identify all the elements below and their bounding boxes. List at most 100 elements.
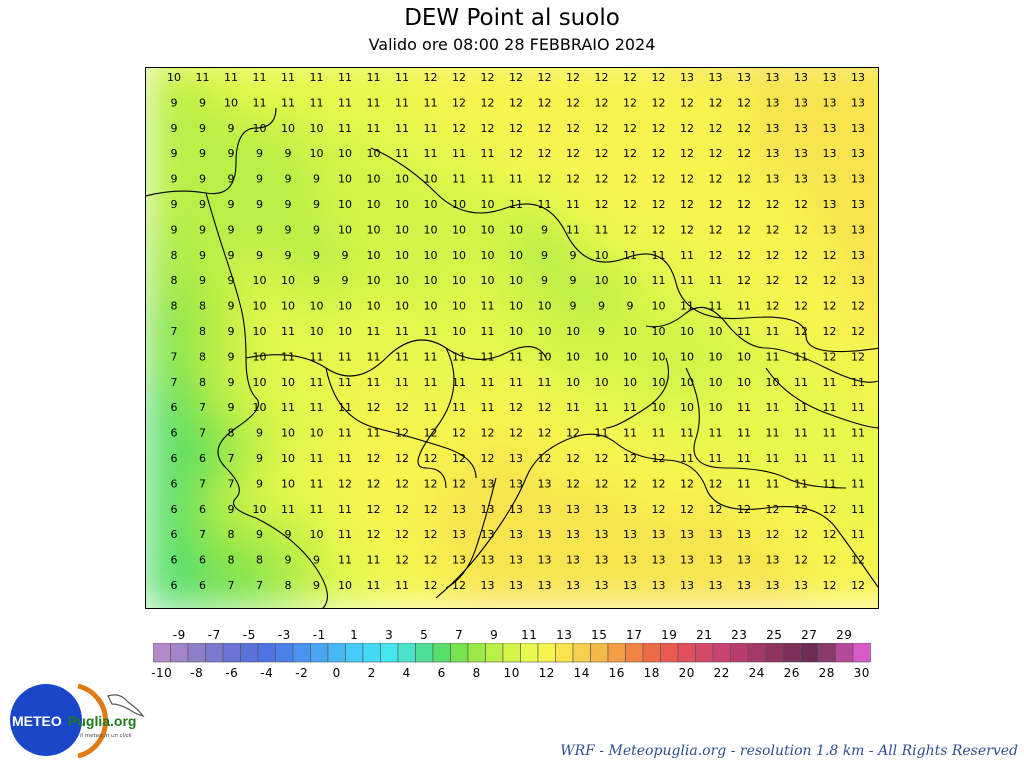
- grid-value: 11: [338, 401, 352, 414]
- grid-value: 10: [709, 401, 723, 414]
- grid-value: 12: [452, 122, 466, 135]
- grid-value: 12: [823, 503, 837, 516]
- grid-value: 12: [737, 96, 751, 109]
- grid-value: 10: [424, 198, 438, 211]
- grid-value: 10: [224, 96, 238, 109]
- grid-value: 10: [452, 300, 466, 313]
- grid-value: 9: [256, 452, 263, 465]
- colorbar-top-label: 13: [556, 628, 573, 642]
- grid-value: 12: [452, 477, 466, 490]
- grid-value: 11: [595, 401, 609, 414]
- grid-value: 9: [228, 198, 235, 211]
- colorbar-swatch: [240, 643, 259, 663]
- grid-value: 12: [652, 122, 666, 135]
- colorbar-swatch: [397, 643, 416, 663]
- colorbar-swatch: [712, 643, 731, 663]
- grid-value: 11: [509, 376, 523, 389]
- grid-value: 13: [823, 198, 837, 211]
- grid-value: 10: [452, 198, 466, 211]
- grid-value: 12: [538, 427, 552, 440]
- grid-value: 11: [766, 452, 780, 465]
- grid-value: 10: [595, 249, 609, 262]
- grid-value: 12: [652, 452, 666, 465]
- grid-value: 12: [823, 300, 837, 313]
- colorbar-bottom-label: 26: [783, 666, 800, 680]
- grid-value: 11: [652, 427, 666, 440]
- colorbar-top-label: 25: [766, 628, 783, 642]
- grid-value: 9: [228, 350, 235, 363]
- grid-value: 10: [509, 249, 523, 262]
- grid-value: 10: [338, 147, 352, 160]
- grid-value: 11: [367, 350, 381, 363]
- grid-value: 11: [794, 452, 808, 465]
- grid-value: 11: [367, 579, 381, 592]
- colorbar-swatch: [467, 643, 486, 663]
- grid-value: 12: [823, 528, 837, 541]
- grid-value: 11: [623, 401, 637, 414]
- grid-value: 11: [595, 223, 609, 236]
- colorbar-top-label: 15: [591, 628, 608, 642]
- grid-value: 12: [424, 554, 438, 567]
- colorbar-swatch: [572, 643, 591, 663]
- grid-value: 9: [228, 249, 235, 262]
- grid-value: 12: [709, 249, 723, 262]
- grid-value: 13: [481, 579, 495, 592]
- grid-value: 11: [310, 401, 324, 414]
- grid-value: 12: [737, 249, 751, 262]
- grid-value: 11: [424, 96, 438, 109]
- colorbar-swatch: [362, 643, 381, 663]
- colorbar-bottom-label: -8: [190, 666, 204, 680]
- grid-value: 11: [566, 223, 580, 236]
- grid-value: 12: [709, 147, 723, 160]
- grid-value: 10: [424, 249, 438, 262]
- grid-value: 12: [851, 300, 865, 313]
- colorbar-top-label: 11: [521, 628, 538, 642]
- grid-value: 10: [367, 300, 381, 313]
- grid-value: 13: [766, 579, 780, 592]
- grid-value: 9: [171, 122, 178, 135]
- grid-value: 11: [310, 71, 324, 84]
- grid-value: 9: [199, 249, 206, 262]
- grid-value: 10: [338, 173, 352, 186]
- grid-value: 6: [171, 452, 178, 465]
- grid-value: 10: [481, 223, 495, 236]
- colorbar-swatch: [257, 643, 276, 663]
- grid-value: 11: [338, 350, 352, 363]
- colorbar-swatch: [747, 643, 766, 663]
- grid-value: 12: [851, 554, 865, 567]
- grid-value: 7: [199, 528, 206, 541]
- grid-value: 13: [481, 503, 495, 516]
- grid-value: 10: [367, 173, 381, 186]
- grid-values: 10 11 11 11 11 11 11 11 11 12 12 12 12 12 12 12 12 12 13 13…: [167, 71, 865, 592]
- grid-value: 11: [709, 427, 723, 440]
- colorbar-bottom-label: 10: [503, 666, 520, 680]
- grid-value: 12: [595, 147, 609, 160]
- border-west-1: [146, 107, 277, 197]
- grid-value: 11: [338, 71, 352, 84]
- grid-value: 11: [737, 401, 751, 414]
- grid-value: 10: [709, 325, 723, 338]
- grid-value: 10: [424, 173, 438, 186]
- colorbar-top-label: 9: [490, 628, 499, 642]
- grid-value: 6: [171, 528, 178, 541]
- grid-value: 10: [680, 376, 694, 389]
- grid-value: 12: [538, 96, 552, 109]
- grid-value: 8: [171, 274, 178, 287]
- grid-value: 12: [737, 122, 751, 135]
- grid-value: 6: [171, 554, 178, 567]
- grid-value: 9: [256, 223, 263, 236]
- grid-value: 11: [680, 427, 694, 440]
- grid-value: 12: [367, 477, 381, 490]
- grid-value: 13: [680, 554, 694, 567]
- grid-value: 12: [623, 96, 637, 109]
- grid-value: 11: [395, 122, 409, 135]
- grid-value: 13: [851, 249, 865, 262]
- colorbar-top-label: 21: [696, 628, 713, 642]
- grid-value: 9: [199, 147, 206, 160]
- grid-value: 10: [538, 325, 552, 338]
- grid-value: 13: [566, 528, 580, 541]
- grid-value: 13: [737, 71, 751, 84]
- grid-value: 11: [509, 350, 523, 363]
- grid-value: 11: [281, 96, 295, 109]
- grid-value: 11: [424, 350, 438, 363]
